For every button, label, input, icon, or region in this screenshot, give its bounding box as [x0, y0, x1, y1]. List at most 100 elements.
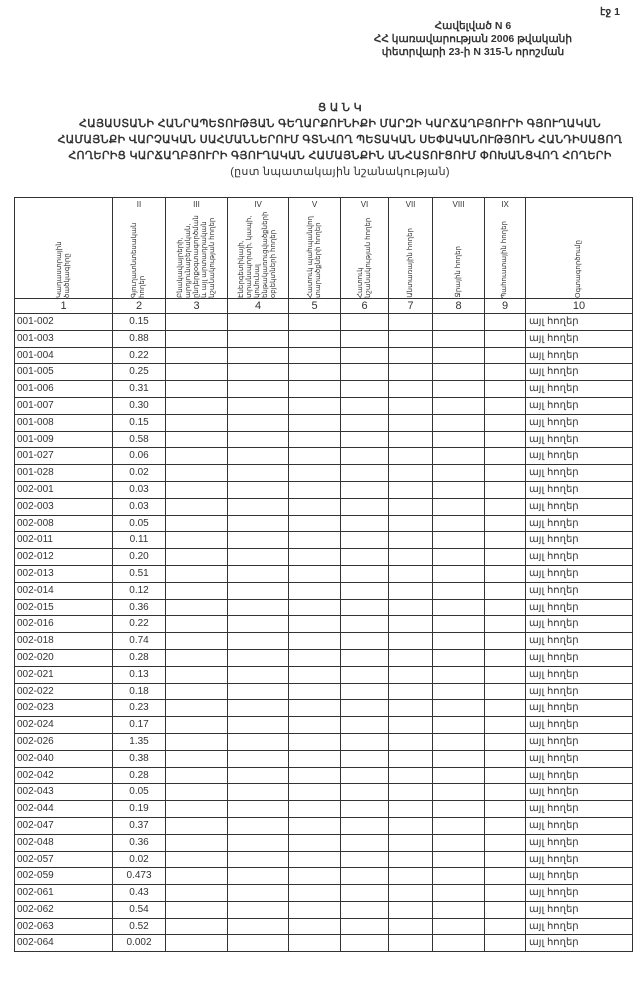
empty-cell — [288, 749, 341, 768]
empty-cell — [288, 329, 341, 348]
roman-header: VI — [340, 197, 389, 210]
table-row: 002-047 0.37 այլ հողեր — [14, 816, 633, 835]
empty-cell — [484, 480, 526, 499]
empty-cell — [165, 447, 228, 466]
empty-cell — [165, 480, 228, 499]
empty-cell — [484, 850, 526, 869]
empty-cell — [484, 346, 526, 365]
empty-cell — [484, 615, 526, 634]
table-row: 001-005 0.25 այլ հողեր — [14, 363, 633, 382]
title-line-3: ՀԱՄԱՅՆՔԻ ՎԱՐՉԱԿԱՆ ՍԱՀՄԱՆՆԵՐՈՒՄ ԳՏՆՎՈՂ ՊԵ… — [57, 134, 623, 146]
empty-cell — [432, 850, 485, 869]
empty-cell — [165, 783, 228, 802]
empty-cell — [484, 884, 526, 902]
table-row: 002-013 0.51 այլ հողեր — [14, 564, 633, 583]
land-use: այլ հողեր — [525, 615, 633, 634]
empty-cell — [227, 850, 289, 869]
cadastral-code: 002-014 — [14, 581, 113, 600]
agricultural-area: 0.43 — [112, 884, 166, 902]
land-use: այլ հողեր — [525, 900, 633, 919]
land-use: այլ հողեր — [525, 480, 633, 499]
land-use: այլ հողեր — [525, 699, 633, 718]
empty-cell — [340, 632, 389, 650]
empty-cell — [340, 497, 389, 516]
cadastral-code: 002-018 — [14, 632, 113, 650]
empty-cell — [388, 581, 433, 600]
cadastral-code: 002-023 — [14, 699, 113, 718]
empty-cell — [388, 867, 433, 886]
empty-cell — [388, 413, 433, 432]
table-row: 002-044 0.19 այլ հողեր — [14, 800, 633, 818]
empty-cell — [165, 531, 228, 550]
empty-cell — [227, 665, 289, 684]
empty-cell — [388, 749, 433, 768]
land-use: այլ հողեր — [525, 346, 633, 365]
empty-cell — [288, 313, 341, 331]
empty-cell — [288, 564, 341, 583]
land-use: այլ հողեր — [525, 850, 633, 869]
roman-header: II — [112, 197, 166, 210]
agricultural-area: 0.28 — [112, 648, 166, 667]
table-row: 002-024 0.17 այլ հողեր — [14, 716, 633, 734]
empty-cell — [484, 464, 526, 482]
column-header-text: Բնակավայրերի, արդյունաբերական, ընդերքօգտ… — [176, 215, 216, 298]
empty-cell — [388, 648, 433, 667]
roman-header — [525, 197, 633, 210]
empty-cell — [340, 716, 389, 734]
empty-cell — [227, 867, 289, 886]
empty-cell — [432, 665, 485, 684]
empty-cell — [165, 648, 228, 667]
cadastral-code: 002-015 — [14, 598, 113, 617]
empty-cell — [340, 480, 389, 499]
empty-cell — [165, 363, 228, 382]
empty-cell — [288, 413, 341, 432]
column-number: 9 — [484, 298, 526, 314]
roman-header: VII — [388, 197, 433, 210]
empty-cell — [484, 430, 526, 449]
empty-cell — [432, 632, 485, 650]
agricultural-area: 0.31 — [112, 380, 166, 398]
agricultural-area: 0.25 — [112, 363, 166, 382]
empty-cell — [484, 380, 526, 398]
empty-cell — [340, 732, 389, 751]
empty-cell — [165, 564, 228, 583]
empty-cell — [227, 732, 289, 751]
land-table: II III IV V VI VII VIII IX Կադաստրային ծածկագիրը… — [14, 197, 633, 953]
agricultural-area: 0.51 — [112, 564, 166, 583]
empty-cell — [432, 732, 485, 751]
cadastral-code: 002-026 — [14, 732, 113, 751]
empty-cell — [388, 464, 433, 482]
cadastral-code: 001-027 — [14, 447, 113, 466]
empty-cell — [165, 380, 228, 398]
empty-cell — [340, 900, 389, 919]
empty-cell — [432, 884, 485, 902]
empty-cell — [227, 363, 289, 382]
empty-cell — [340, 917, 389, 936]
empty-cell — [484, 833, 526, 852]
empty-cell — [288, 850, 341, 869]
agricultural-area: 0.22 — [112, 615, 166, 634]
empty-cell — [340, 699, 389, 718]
empty-cell — [288, 548, 341, 566]
empty-cell — [340, 548, 389, 566]
table-row: 001-002 0.15 այլ հողեր — [14, 313, 633, 331]
empty-cell — [388, 816, 433, 835]
empty-cell — [340, 564, 389, 583]
empty-cell — [165, 699, 228, 718]
table-row: 002-064 0.002 այլ հողեր — [14, 934, 633, 953]
empty-cell — [340, 413, 389, 432]
agricultural-area: 0.06 — [112, 447, 166, 466]
empty-cell — [484, 632, 526, 650]
empty-cell — [340, 800, 389, 818]
empty-cell — [340, 766, 389, 785]
table-row: 001-009 0.58 այլ հողեր — [14, 430, 633, 449]
column-header: Հատուկ պահպանվող տարածքների հողեր — [288, 210, 341, 299]
empty-cell — [227, 632, 289, 650]
appendix-header: Հավելված N 6 ՀՀ կառավարության 2006 թվակա… — [374, 20, 572, 59]
empty-cell — [340, 313, 389, 331]
land-use: այլ հողեր — [525, 581, 633, 600]
land-use: այլ հողեր — [525, 632, 633, 650]
empty-cell — [484, 313, 526, 331]
empty-cell — [165, 632, 228, 650]
empty-cell — [288, 699, 341, 718]
